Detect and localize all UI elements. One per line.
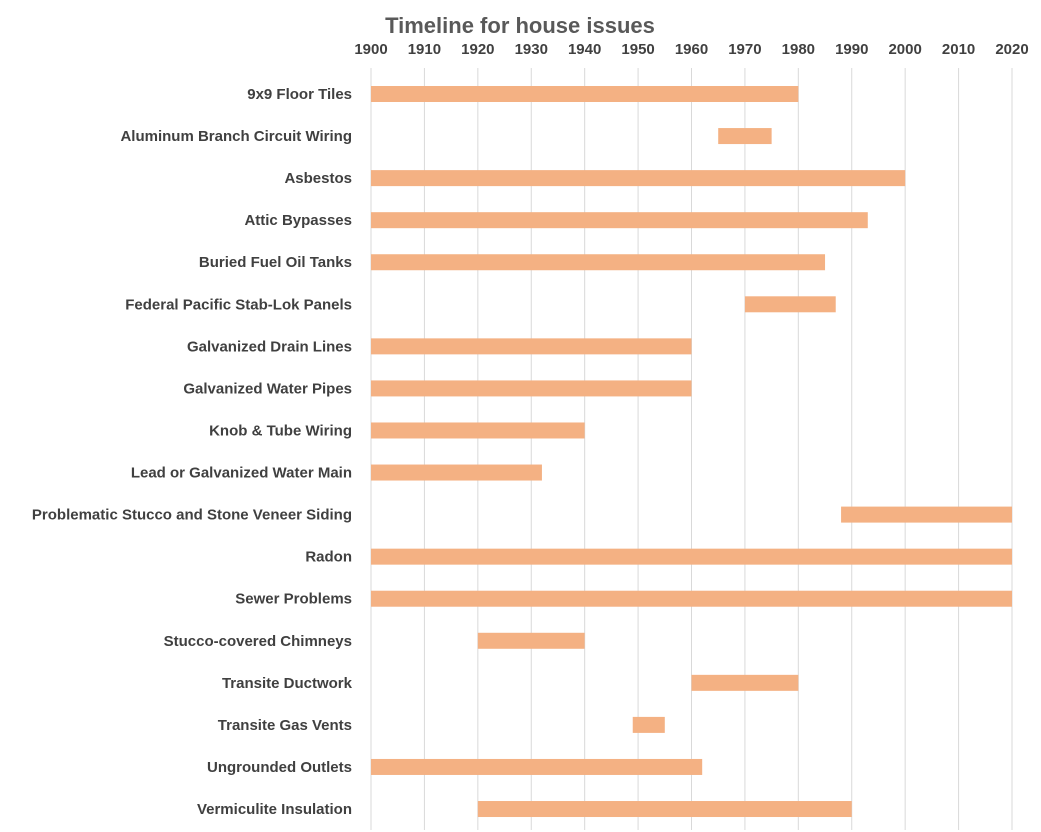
bar	[371, 254, 826, 271]
category-label: Knob & Tube Wiring	[209, 422, 352, 439]
bar	[632, 716, 665, 733]
x-tick-label: 2020	[995, 41, 1028, 58]
x-tick-label: 1980	[782, 41, 815, 58]
x-tick-label: 1900	[354, 41, 387, 58]
x-tick-label: 1930	[515, 41, 548, 58]
x-tick-label: 1990	[835, 41, 868, 58]
bar	[477, 632, 585, 649]
bars	[371, 86, 1012, 818]
x-tick-label: 1920	[461, 41, 494, 58]
bar	[371, 338, 692, 355]
category-label: Galvanized Water Pipes	[183, 380, 352, 397]
bar	[371, 464, 542, 481]
bar	[371, 212, 868, 229]
bar	[477, 801, 852, 818]
category-label: Lead or Galvanized Water Main	[131, 465, 352, 482]
category-label: Transite Ductwork	[222, 675, 353, 692]
x-axis-ticks: 1900 1910 1920 1930 1940 1950 1960 1970 1980 1990…	[354, 41, 1028, 58]
category-label: Ungrounded Outlets	[207, 759, 352, 776]
bar	[371, 170, 906, 187]
bar	[371, 380, 692, 397]
bar	[691, 674, 799, 691]
category-label: Asbestos	[284, 170, 352, 187]
category-label: Stucco-covered Chimneys	[164, 633, 352, 650]
bar	[371, 548, 1012, 565]
category-label: 9x9 Floor Tiles	[247, 86, 352, 103]
bar	[371, 86, 799, 102]
x-tick-label: 1910	[408, 41, 441, 58]
x-tick-label: 1970	[728, 41, 761, 58]
category-label: Sewer Problems	[235, 591, 352, 608]
category-label: Federal Pacific Stab-Lok Panels	[125, 296, 352, 313]
bar	[841, 506, 1012, 523]
bar	[371, 758, 703, 775]
category-labels: 9x9 Floor Tiles Aluminum Branch Circuit W…	[32, 86, 353, 818]
x-tick-label: 1940	[568, 41, 601, 58]
x-tick-label: 2000	[888, 41, 921, 58]
category-label: Buried Fuel Oil Tanks	[199, 254, 352, 271]
category-label: Radon	[305, 549, 352, 566]
chart-title: Timeline for house issues	[385, 13, 655, 38]
bar	[744, 296, 836, 313]
x-tick-label: 1950	[621, 41, 654, 58]
category-label: Galvanized Drain Lines	[187, 338, 352, 355]
category-label: Aluminum Branch Circuit Wiring	[120, 128, 352, 145]
bar	[718, 128, 772, 145]
category-label: Attic Bypasses	[244, 212, 352, 229]
x-tick-label: 2010	[942, 41, 975, 58]
category-label: Problematic Stucco and Stone Veneer Sidi…	[32, 507, 352, 524]
bar	[371, 590, 1012, 607]
bar	[371, 422, 585, 439]
category-label: Vermiculite Insulation	[197, 801, 352, 818]
x-tick-label: 1960	[675, 41, 708, 58]
category-label: Transite Gas Vents	[218, 717, 352, 734]
gridlines	[370, 68, 1013, 830]
